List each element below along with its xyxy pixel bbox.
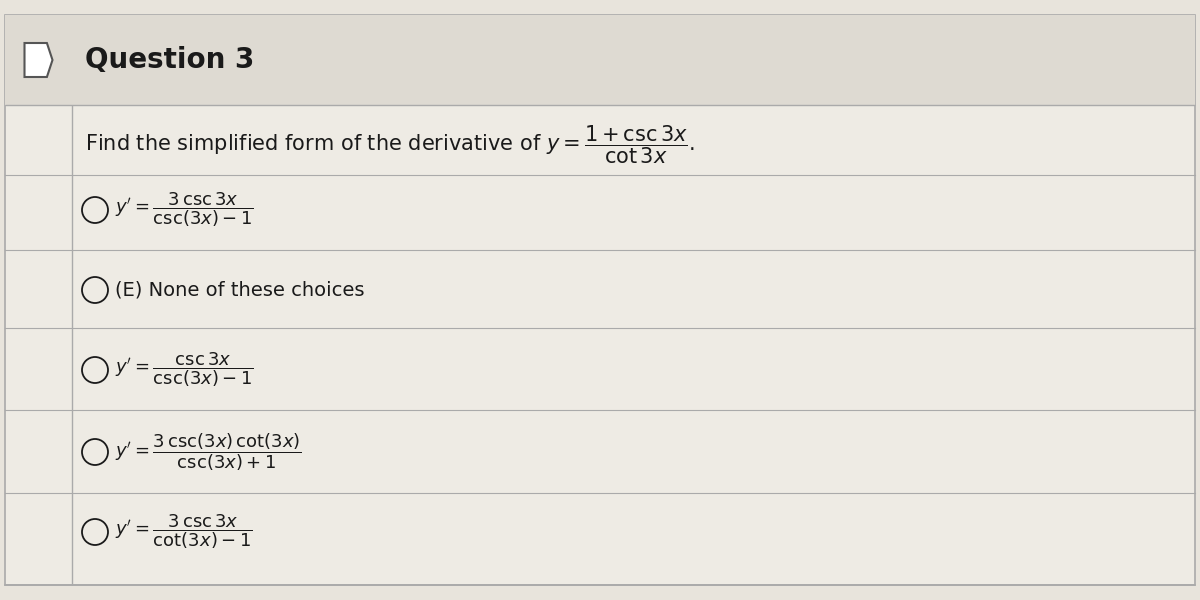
Polygon shape <box>24 43 53 77</box>
Text: $y' = \dfrac{\mathrm{csc}\,3x}{\mathrm{csc}(3x)-1}$: $y' = \dfrac{\mathrm{csc}\,3x}{\mathrm{c… <box>115 350 254 389</box>
Text: $y' = \dfrac{3\,\mathrm{csc}\,3x}{\mathrm{csc}(3x)-1}$: $y' = \dfrac{3\,\mathrm{csc}\,3x}{\mathr… <box>115 191 254 229</box>
Text: $y' = \dfrac{3\,\mathrm{csc}(3x)\,\mathrm{cot}(3x)}{\mathrm{csc}(3x)+1}$: $y' = \dfrac{3\,\mathrm{csc}(3x)\,\mathr… <box>115 431 301 473</box>
Text: $y' = \dfrac{3\,\mathrm{csc}\,3x}{\mathrm{cot}(3x)-1}$: $y' = \dfrac{3\,\mathrm{csc}\,3x}{\mathr… <box>115 512 253 551</box>
Text: Question 3: Question 3 <box>85 46 254 74</box>
FancyBboxPatch shape <box>5 15 1195 585</box>
Text: Find the simplified form of the derivative of $y = \dfrac{1+\mathrm{csc}\,3x}{\m: Find the simplified form of the derivati… <box>85 124 695 166</box>
FancyBboxPatch shape <box>5 15 1195 105</box>
Text: (E) None of these choices: (E) None of these choices <box>115 280 365 299</box>
